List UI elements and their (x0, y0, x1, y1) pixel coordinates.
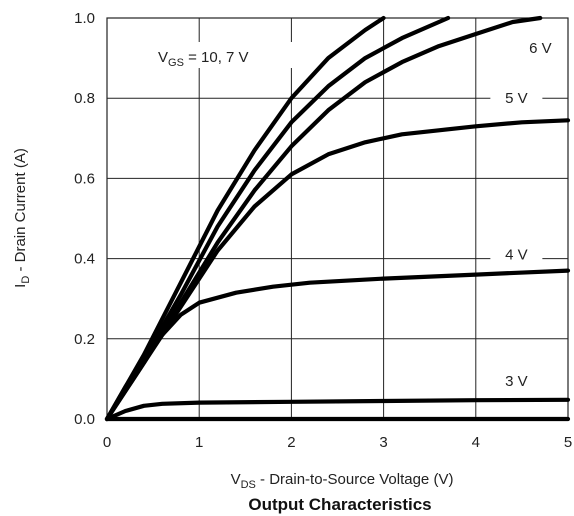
curve-labels: 6 V 5 V 4 V 3 V (490, 36, 567, 391)
x-tick-label: 5 (564, 434, 572, 451)
y-tick-label: 1.0 (74, 10, 95, 27)
y-tick-label: 0.8 (74, 90, 95, 107)
x-tick-label: 2 (287, 434, 295, 451)
curve-label-background (490, 86, 543, 109)
y-tick-labels: 0.0 0.2 0.4 0.6 0.8 1.0 (74, 10, 95, 428)
y-tick-label: 0.2 (74, 331, 95, 348)
curve-label-3v: 3 V (505, 373, 528, 390)
curve-label-5v: 5 V (505, 90, 528, 107)
series-line-5v (104, 118, 571, 422)
vgs-annotation: VGS = 10, 7 V (158, 49, 249, 69)
chart-title: Output Characteristics (248, 495, 431, 514)
x-tick-label: 1 (195, 434, 203, 451)
x-tick-label: 4 (472, 434, 480, 451)
y-axis-label: ID - Drain Current (A) (12, 148, 32, 288)
series-line-7v (104, 15, 451, 422)
curve-label-4v: 4 V (505, 247, 528, 264)
series-line-6v (104, 15, 543, 422)
curve-label-background (490, 368, 543, 391)
curve-label-background (490, 242, 543, 265)
x-tick-label: 3 (379, 434, 387, 451)
curve-label-6v: 6 V (529, 40, 552, 57)
x-tick-label: 0 (103, 434, 111, 451)
y-tick-label: 0.6 (74, 170, 95, 187)
x-axis-label: VDS - Drain-to-Source Voltage (V) (231, 471, 454, 491)
series-line-4v (104, 268, 571, 422)
x-tick-labels: 0 1 2 3 4 5 (103, 434, 572, 451)
series-line-10v (104, 15, 386, 422)
y-tick-label: 0.0 (74, 411, 95, 428)
y-tick-label: 0.4 (74, 251, 95, 268)
curve-label-background (514, 36, 567, 59)
curves (104, 15, 571, 422)
vgs-annotation-background (154, 42, 294, 68)
series-line-3v (104, 397, 571, 422)
